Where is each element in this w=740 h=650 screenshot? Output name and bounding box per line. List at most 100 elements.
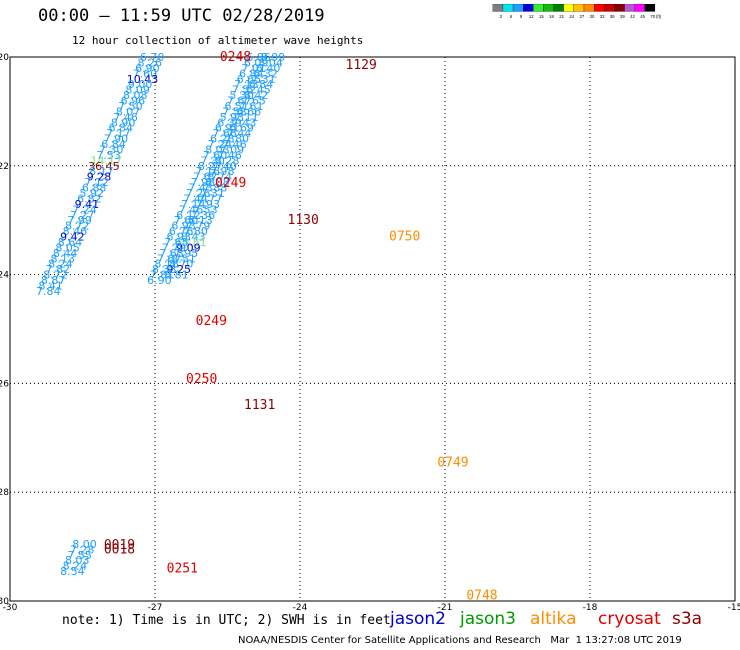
wave-height-label: 7.66: [212, 127, 237, 140]
wave-height-label: 6.69: [229, 122, 254, 135]
scale-tick-label: 9: [520, 14, 523, 19]
wave-height-label: 9.41: [75, 198, 100, 211]
wave-height-label: 8.03: [205, 143, 230, 156]
altimeter-map: -20 -22 -24 -26 -28 -30 -27 -24 -21 -18 -15 -30 6.70…: [0, 50, 740, 612]
wave-height-label: 7.80: [225, 133, 250, 146]
wave-height-label: 6.40: [256, 62, 281, 75]
wave-height-label: 7.46: [113, 111, 138, 124]
wave-height-label: 8.07: [116, 105, 141, 118]
wave-height-label: 36.45: [88, 160, 120, 173]
wave-height-label: 7.93: [196, 198, 221, 211]
wave-height-label: 6.84: [101, 138, 126, 151]
wave-height-label: 7.30: [200, 154, 225, 167]
scale-tick-label: 24: [569, 14, 574, 19]
wave-height-label: 8.04: [258, 56, 283, 69]
credit-line: NOAA/NESDIS Center for Satellite Applica…: [238, 635, 682, 646]
scale-tick-label: 36: [610, 14, 615, 19]
wave-height-label: 7.44: [183, 192, 208, 205]
legend-cryosat: cryosat: [598, 609, 661, 629]
scale-tick-label: 45: [640, 14, 645, 19]
lat-tick-label: -22: [0, 162, 9, 172]
wave-height-label: 7.30: [99, 143, 124, 156]
wave-height-label: 8.24: [48, 258, 73, 271]
wave-height-label: 7.55: [67, 549, 92, 562]
wave-height-label: 8.00: [72, 538, 97, 551]
scale-tick-label: 15: [539, 14, 544, 19]
wave-height-label: 8.41: [38, 279, 63, 292]
wave-height-label: 8.24: [63, 560, 88, 573]
wave-height-label: 8.33: [152, 263, 177, 276]
pass-time-label: 0749: [437, 455, 468, 470]
wave-height-label: 8.87: [41, 274, 66, 287]
wave-height-label: 8.64: [58, 236, 83, 249]
wave-height-label: 7.65: [164, 236, 189, 249]
wave-height-label: 8.72: [65, 220, 90, 233]
wave-height-label: 14.81: [175, 236, 207, 249]
wave-height-label: 7.79: [162, 241, 187, 254]
pass-time-label: 1129: [346, 58, 377, 73]
wave-height-label: 7.09: [220, 143, 245, 156]
wave-height-label: 7.40: [212, 160, 237, 173]
map-title: 00:00 – 11:59 UTC 02/28/2019: [38, 6, 325, 26]
wave-height-label: 7.16: [196, 165, 221, 178]
wave-height-label: 7.53: [193, 203, 218, 216]
wave-height-label: 8.18: [154, 258, 179, 271]
wave-height-label: 7.14: [181, 198, 206, 211]
wave-height-label: 8.74: [208, 171, 233, 184]
lon-tick-label: -27: [148, 603, 163, 612]
lon-tick-label: -21: [438, 603, 453, 612]
wave-height-label: 7.90: [104, 133, 129, 146]
wave-height-label: 5.93: [220, 111, 245, 124]
wave-height-label: 6.84: [249, 78, 274, 91]
wave-height-label: 7.60: [174, 214, 199, 227]
wave-height-label: 6.86: [246, 51, 271, 64]
lon-tick-label: -18: [583, 603, 598, 612]
wave-height-label: 6.12: [176, 209, 201, 222]
wave-height-label: 7.67: [157, 252, 182, 265]
wave-height-label: 6.90: [135, 62, 160, 75]
lat-tick-label: -30: [0, 597, 9, 607]
wave-height-label: 7.84: [36, 285, 61, 298]
legend-s3a: s3a: [672, 609, 703, 629]
legend-jason2: jason2: [390, 609, 446, 629]
wave-height-label: 8.54: [60, 565, 85, 578]
pass-time-label: 0248: [220, 50, 251, 65]
scale-tick-label: 21: [559, 14, 564, 19]
scale-tick-label: 70: [650, 14, 655, 19]
wave-height-label: 8.44: [53, 247, 78, 260]
wave-height-label: 7.44: [227, 127, 252, 140]
wave-height-label: 8.46: [63, 225, 88, 238]
wave-height-label: 7.60: [133, 67, 158, 80]
wave-height-label: 8.09: [125, 84, 150, 97]
wave-height-label: 7.98: [191, 176, 216, 189]
pass-time-label: 0249: [215, 176, 246, 191]
wave-height-label: 7.17: [106, 127, 131, 140]
pass-time-label: 0750: [389, 230, 420, 245]
wave-height-label: 6.51: [225, 100, 250, 113]
footnote: note: 1) Time is in UTC; 2) SWH is in fe…: [62, 613, 391, 628]
wave-height-label: 7.67: [193, 171, 218, 184]
lat-tick-label: -24: [0, 271, 9, 281]
wave-height-label: 6.76: [169, 225, 194, 238]
wave-height-label: 7.82: [46, 263, 71, 276]
wave-height-label: 10.43: [127, 73, 159, 86]
color-scale-bar: 3 6 9 12 15 18 21 24 27 30 33 36 39 42 45 70 (ft): [492, 4, 662, 19]
wave-height-label: 8.27: [198, 160, 223, 173]
wave-height-label: 8.26: [138, 56, 163, 69]
wave-height-label: 7.24: [72, 203, 97, 216]
wave-height-label: 7.12: [84, 176, 109, 189]
pass-time-label: 0250: [186, 372, 217, 387]
wave-height-label: 7.95: [174, 247, 199, 260]
wave-height-label: 7.67: [227, 95, 252, 108]
wave-height-label: 6.82: [77, 192, 102, 205]
wave-height-label: 8.81: [164, 269, 189, 282]
wave-height-label: 8.03: [65, 554, 90, 567]
wave-height-label: 7.26: [186, 187, 211, 200]
pass-time-label: 0249: [196, 314, 227, 329]
legend-altika: altika: [530, 609, 577, 629]
wave-height-label: 5.30: [229, 89, 254, 102]
wave-height-label: 7.36: [191, 209, 216, 222]
wave-height-label: 6.66: [237, 105, 262, 118]
scale-tick-label: 18: [549, 14, 554, 19]
wave-height-label: 8.13: [188, 214, 213, 227]
